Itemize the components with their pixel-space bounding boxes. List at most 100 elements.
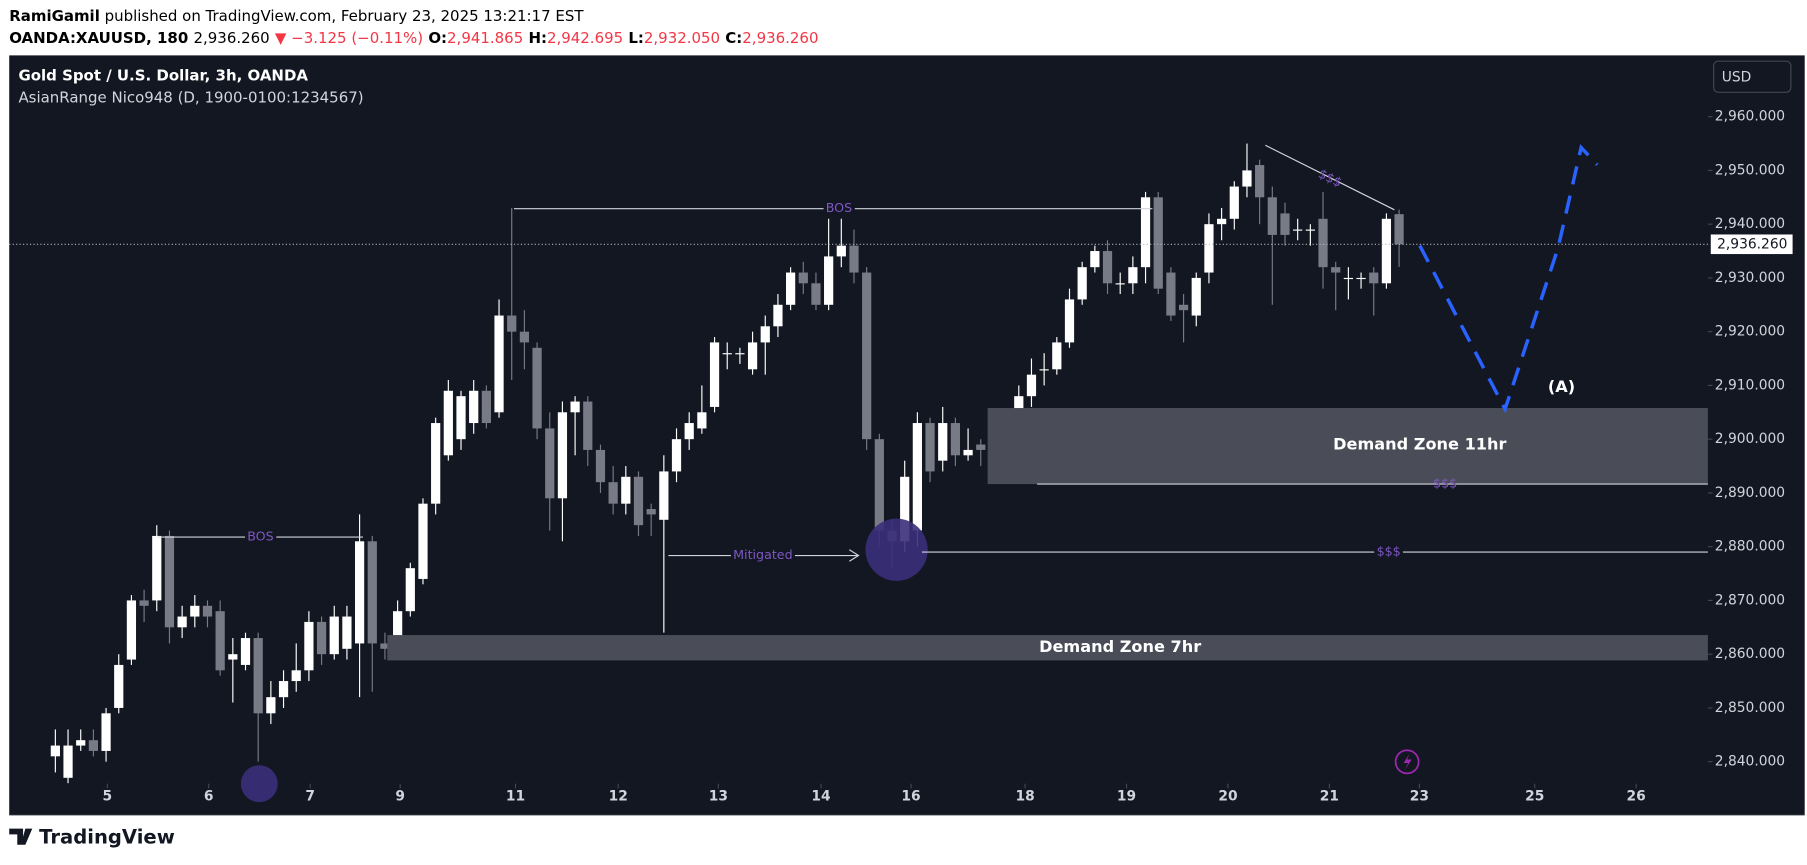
- candle-body: [938, 423, 948, 461]
- currency-button[interactable]: [1713, 60, 1792, 93]
- liquidity-label: $$$: [1433, 476, 1457, 491]
- candle-body: [1128, 267, 1138, 284]
- candle-body: [684, 423, 694, 440]
- candle-body: [240, 638, 251, 665]
- candle-body: [976, 444, 986, 450]
- x-tick-label: 23: [1410, 788, 1429, 804]
- candle-body: [431, 423, 441, 504]
- currency-label: USD: [1722, 69, 1752, 85]
- candle-body: [63, 745, 73, 778]
- candle-body: [583, 401, 593, 450]
- projection-path: [1418, 144, 1599, 414]
- candle-body: [88, 740, 99, 751]
- candle-body: [139, 600, 149, 606]
- demand-zone: [387, 635, 1708, 661]
- brand: TradingView: [39, 825, 175, 848]
- candle-body: [1331, 267, 1341, 273]
- candle-body: [773, 304, 783, 327]
- footer-logo: TradingView: [9, 825, 175, 848]
- h-label: H:: [528, 29, 547, 47]
- trend-line: [1265, 144, 1395, 211]
- candle-body: [1255, 165, 1265, 198]
- candle-body: [671, 439, 682, 472]
- x-tick-label: 19: [1117, 788, 1136, 804]
- candle-body: [393, 611, 403, 644]
- candle-body: [595, 449, 606, 483]
- candle-body: [824, 256, 834, 305]
- candle-body: [608, 482, 618, 504]
- candle-body: [811, 283, 821, 305]
- candle-body: [646, 509, 656, 515]
- candle-body: [481, 390, 491, 424]
- y-tick-label: 2,920.000: [1715, 324, 1785, 340]
- candle-body: [1052, 342, 1062, 370]
- candle-body: [1090, 251, 1100, 268]
- candle-body: [380, 643, 390, 649]
- candle-body: [177, 616, 187, 628]
- y-tick-label: 2,900.000: [1715, 431, 1785, 447]
- alert-icon[interactable]: [1394, 749, 1420, 775]
- y-tick-label: 2,910.000: [1715, 377, 1785, 393]
- candle-body: [190, 605, 200, 617]
- candle-body: [342, 616, 352, 649]
- published: published on TradingView.com, February 2…: [105, 7, 585, 25]
- header-line: RamiGamil published on TradingView.com, …: [9, 7, 584, 25]
- candle-body: [1191, 277, 1201, 316]
- symbol: OANDA:XAUUSD, 180: [9, 29, 188, 47]
- logo-mark: [9, 828, 33, 845]
- y-tick-label: 2,960.000: [1715, 109, 1785, 125]
- candle-body: [405, 568, 415, 612]
- x-tick-label: 13: [709, 788, 728, 804]
- y-tick-label: 2,850.000: [1715, 700, 1785, 716]
- candle-body: [1217, 218, 1227, 225]
- candle-body: [1204, 224, 1214, 273]
- candle-body: [1102, 251, 1113, 284]
- candle-body: [101, 713, 111, 751]
- candle-body: [114, 664, 124, 708]
- candle-body: [1267, 197, 1277, 235]
- ohlc-line: OANDA:XAUUSD, 180 2,936.260 ▼ −3.125 (−0…: [9, 29, 818, 47]
- candle-body: [329, 616, 339, 655]
- last: 2,936.260: [193, 29, 269, 47]
- candle-body: [367, 541, 377, 644]
- price-tag: [1709, 233, 1794, 256]
- candle-body: [532, 347, 542, 429]
- x-tick-label: 16: [901, 788, 920, 804]
- candle-body: [836, 245, 846, 257]
- x-tick-label: 7: [305, 788, 315, 804]
- candle-body: [697, 412, 707, 429]
- chart-subtitle: AsianRange Nico948 (D, 1900-0100:1234567…: [18, 89, 363, 107]
- candle-body: [1064, 299, 1075, 343]
- candle-body: [443, 390, 453, 456]
- candle-body: [950, 423, 961, 456]
- alert-icon-bolt: [1403, 753, 1412, 770]
- h: 2,942.695: [547, 29, 623, 47]
- candle-body: [1166, 272, 1176, 316]
- candle-body: [215, 611, 225, 671]
- candle-body: [621, 476, 631, 504]
- x-tick-label: 14: [811, 788, 830, 804]
- candle-body: [1369, 272, 1379, 284]
- candle-body: [202, 605, 213, 617]
- x-tick-label: 9: [395, 788, 405, 804]
- mitigated-label: Mitigated: [733, 547, 793, 562]
- y-tick-label: 2,890.000: [1715, 485, 1785, 501]
- candle-body: [1356, 277, 1366, 280]
- candle-body: [633, 476, 644, 526]
- x-tick-label: 20: [1218, 788, 1237, 804]
- candle-body: [126, 600, 137, 660]
- y-tick-label: 2,870.000: [1715, 592, 1785, 608]
- demand-zone: [987, 408, 1708, 485]
- candle-body: [519, 331, 530, 343]
- candle-body: [1039, 369, 1049, 371]
- candle-body: [253, 638, 263, 714]
- candle-body: [354, 541, 365, 644]
- x-tick-label: 21: [1320, 788, 1339, 804]
- l: 2,932.050: [644, 29, 720, 47]
- c: 2,936.260: [742, 29, 818, 47]
- chart-title: Gold Spot / U.S. Dollar, 3h, OANDA: [18, 67, 308, 85]
- candle-body: [747, 342, 758, 370]
- candle-body: [291, 670, 301, 682]
- candle-body: [963, 449, 973, 456]
- candle-body: [709, 342, 720, 407]
